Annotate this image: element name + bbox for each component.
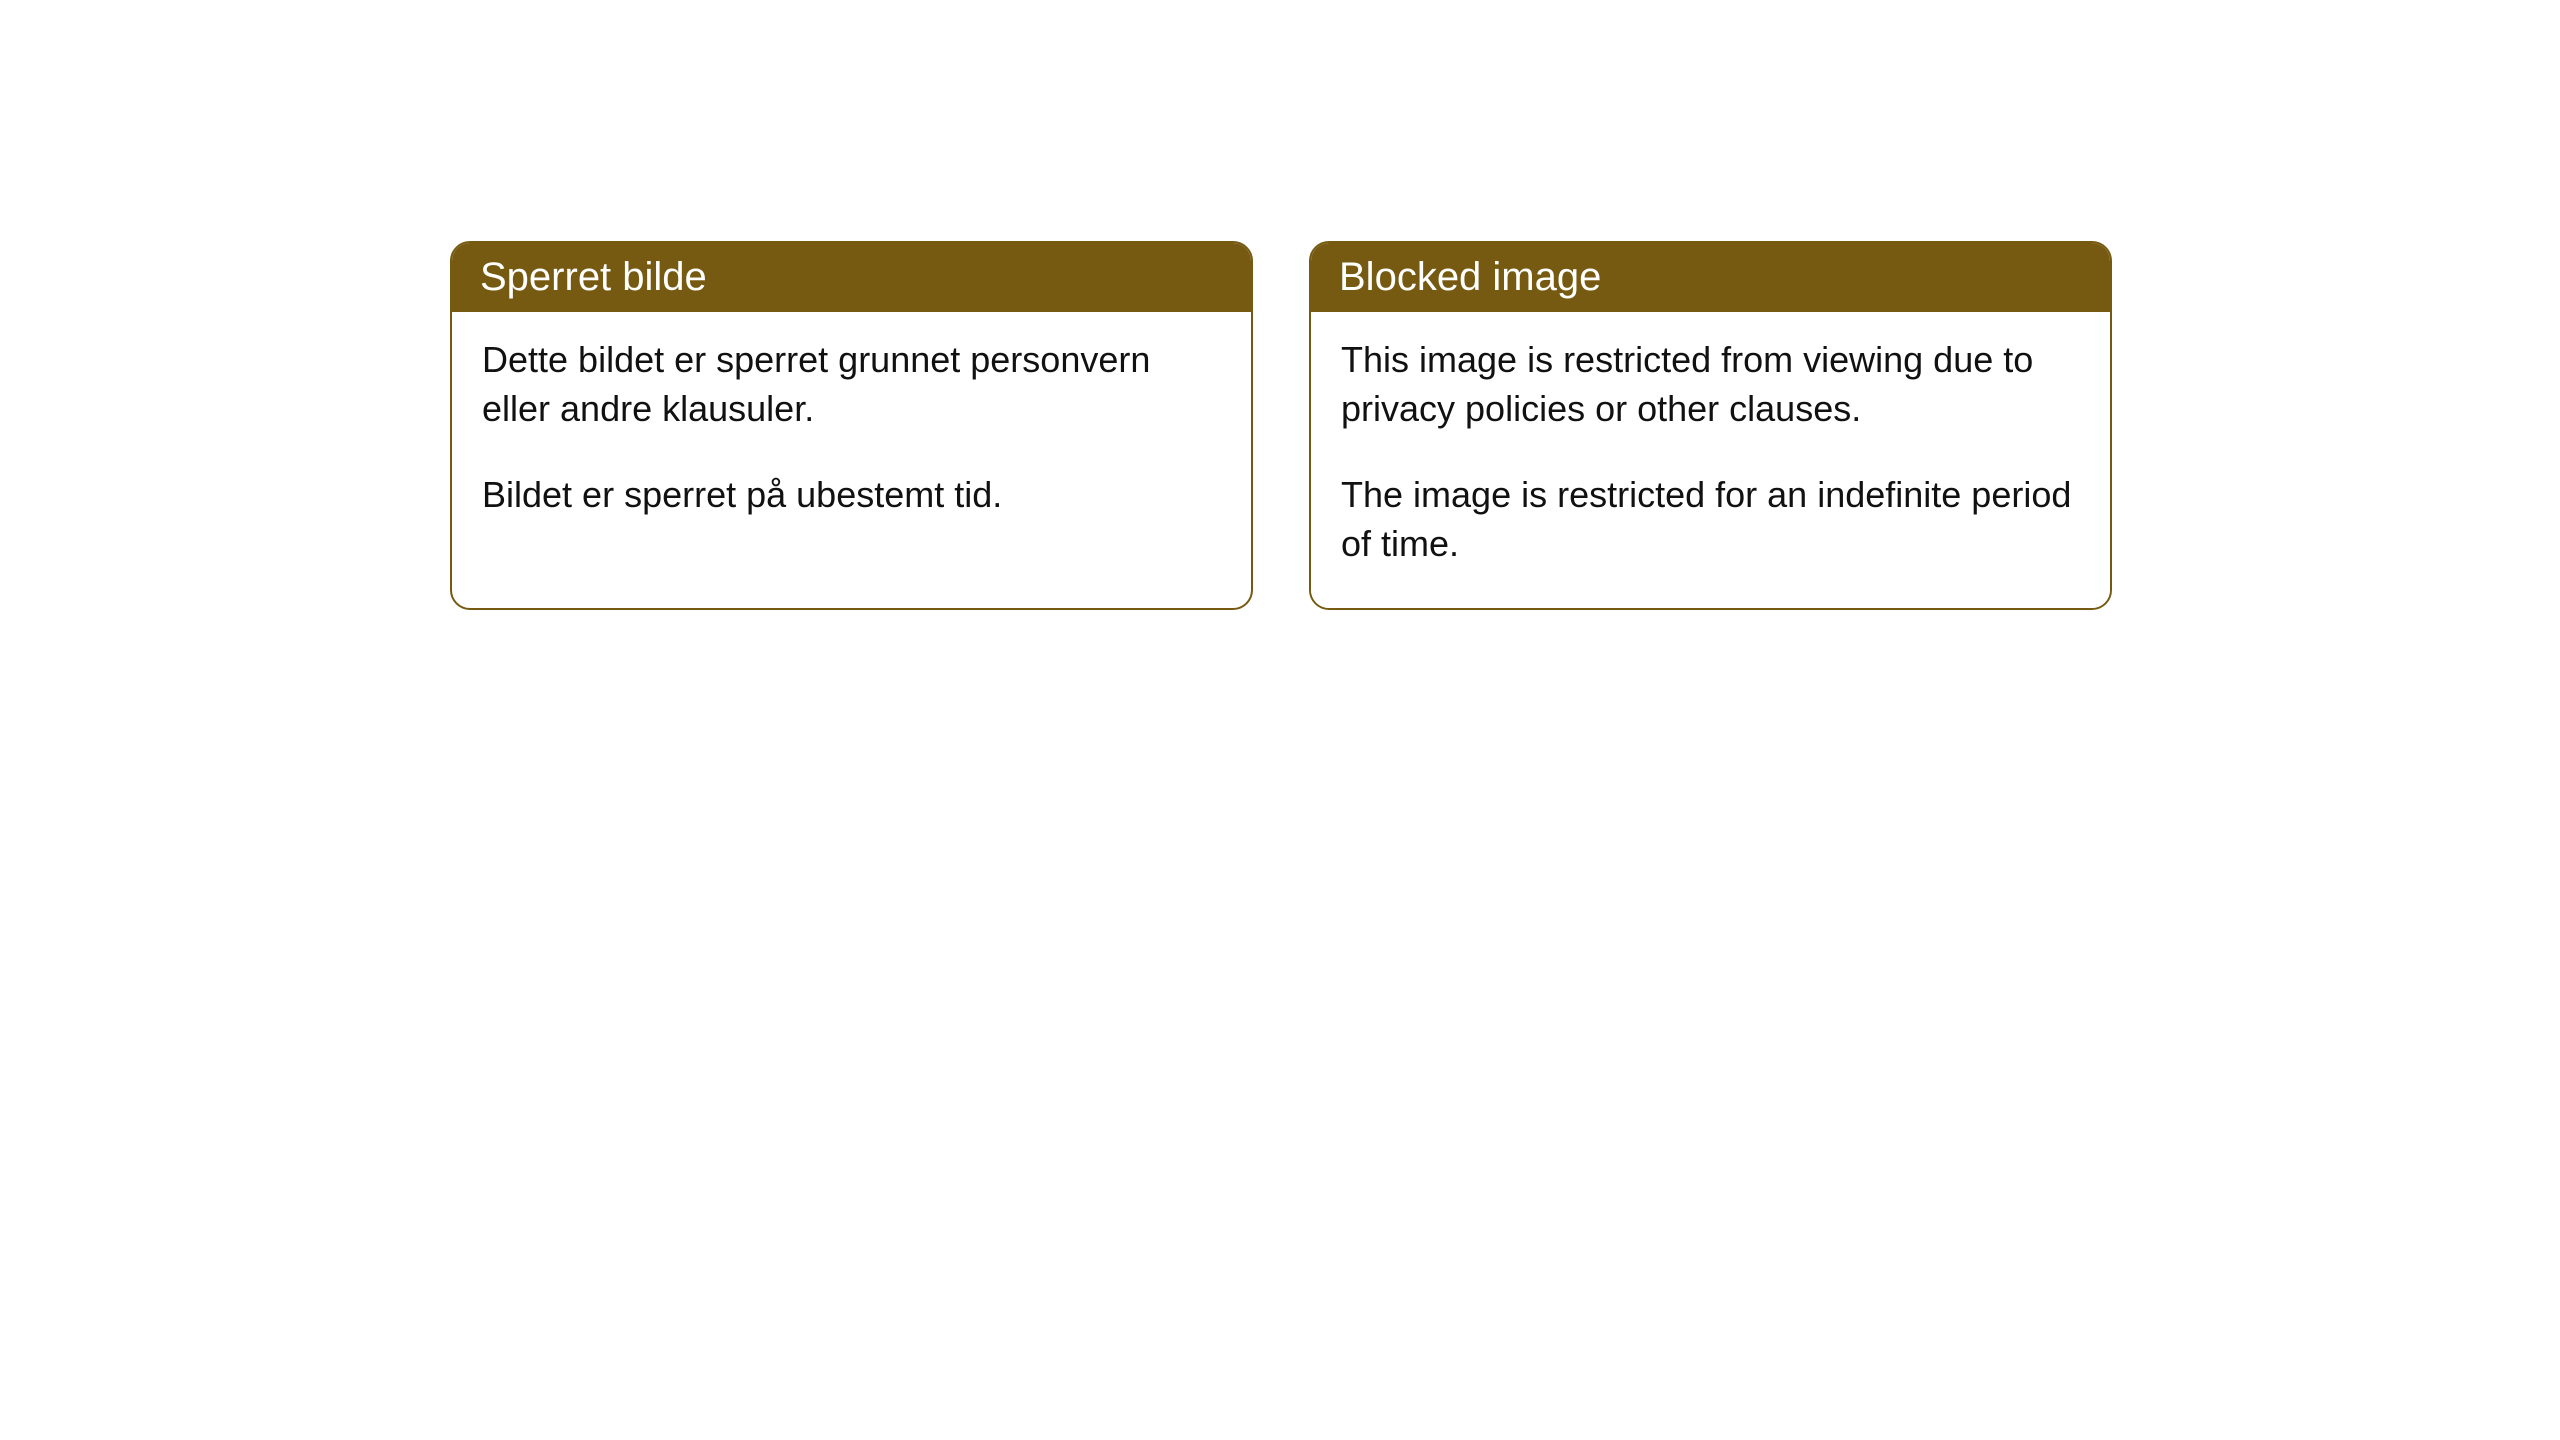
card-paragraph-norwegian-2: Bildet er sperret på ubestemt tid.	[482, 471, 1221, 520]
card-paragraph-norwegian-1: Dette bildet er sperret grunnet personve…	[482, 336, 1221, 433]
card-paragraph-english-2: The image is restricted for an indefinit…	[1341, 471, 2080, 568]
card-paragraph-english-1: This image is restricted from viewing du…	[1341, 336, 2080, 433]
card-title-english: Blocked image	[1339, 255, 1601, 299]
card-body-norwegian: Dette bildet er sperret grunnet personve…	[452, 312, 1251, 560]
blocked-image-card-norwegian: Sperret bilde Dette bildet er sperret gr…	[450, 241, 1253, 610]
card-header-english: Blocked image	[1311, 243, 2110, 312]
card-title-norwegian: Sperret bilde	[480, 255, 707, 299]
card-header-norwegian: Sperret bilde	[452, 243, 1251, 312]
notice-cards-container: Sperret bilde Dette bildet er sperret gr…	[0, 0, 2560, 610]
card-body-english: This image is restricted from viewing du…	[1311, 312, 2110, 608]
blocked-image-card-english: Blocked image This image is restricted f…	[1309, 241, 2112, 610]
